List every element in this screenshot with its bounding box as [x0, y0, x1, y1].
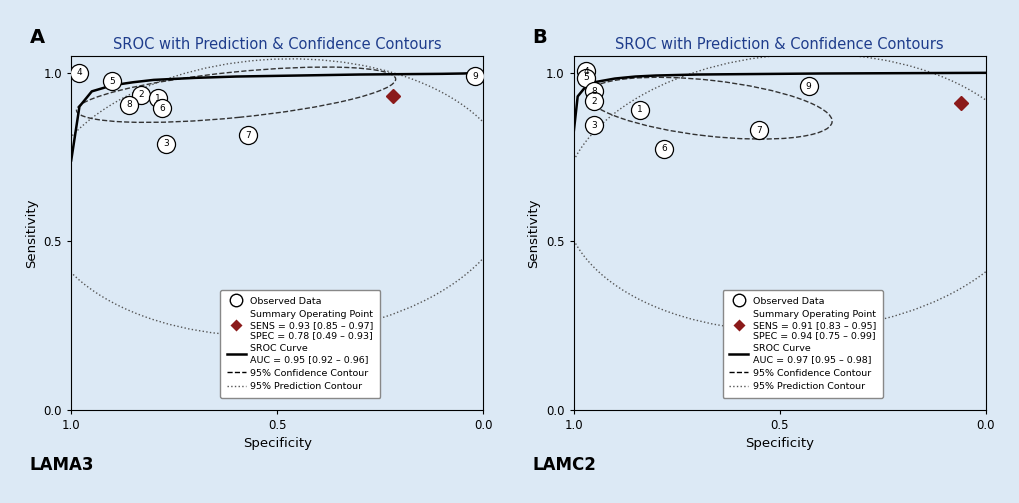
Text: 8: 8	[126, 100, 131, 109]
Text: 2: 2	[139, 90, 144, 99]
Text: 4: 4	[76, 68, 83, 77]
Title: SROC with Prediction & Confidence Contours: SROC with Prediction & Confidence Contou…	[113, 37, 441, 52]
Title: SROC with Prediction & Confidence Contours: SROC with Prediction & Confidence Contou…	[614, 37, 943, 52]
Text: 1: 1	[636, 105, 642, 114]
Text: 9: 9	[472, 72, 478, 80]
Text: A: A	[30, 28, 45, 47]
X-axis label: Specificity: Specificity	[745, 437, 813, 450]
Text: B: B	[532, 28, 546, 47]
Text: 4: 4	[583, 66, 588, 75]
Text: 6: 6	[660, 144, 666, 153]
Legend: Observed Data, Summary Operating Point
SENS = 0.93 [0.85 – 0.97]
SPEC = 0.78 [0.: Observed Data, Summary Operating Point S…	[220, 290, 380, 398]
Text: 2: 2	[591, 97, 596, 106]
Text: 5: 5	[109, 77, 115, 86]
Text: 5: 5	[583, 73, 588, 82]
Text: 3: 3	[163, 139, 169, 148]
Text: 7: 7	[755, 126, 761, 135]
Text: LAMC2: LAMC2	[532, 456, 596, 474]
Text: 6: 6	[159, 104, 165, 113]
Text: 9: 9	[805, 82, 810, 91]
Y-axis label: Sensitivity: Sensitivity	[527, 198, 540, 268]
Y-axis label: Sensitivity: Sensitivity	[25, 198, 38, 268]
Text: 1: 1	[155, 94, 160, 103]
X-axis label: Specificity: Specificity	[243, 437, 312, 450]
Text: LAMA3: LAMA3	[30, 456, 95, 474]
Text: 8: 8	[591, 87, 596, 96]
Text: 3: 3	[591, 121, 596, 130]
Text: 7: 7	[246, 131, 251, 140]
Legend: Observed Data, Summary Operating Point
SENS = 0.91 [0.83 – 0.95]
SPEC = 0.94 [0.: Observed Data, Summary Operating Point S…	[721, 290, 881, 398]
